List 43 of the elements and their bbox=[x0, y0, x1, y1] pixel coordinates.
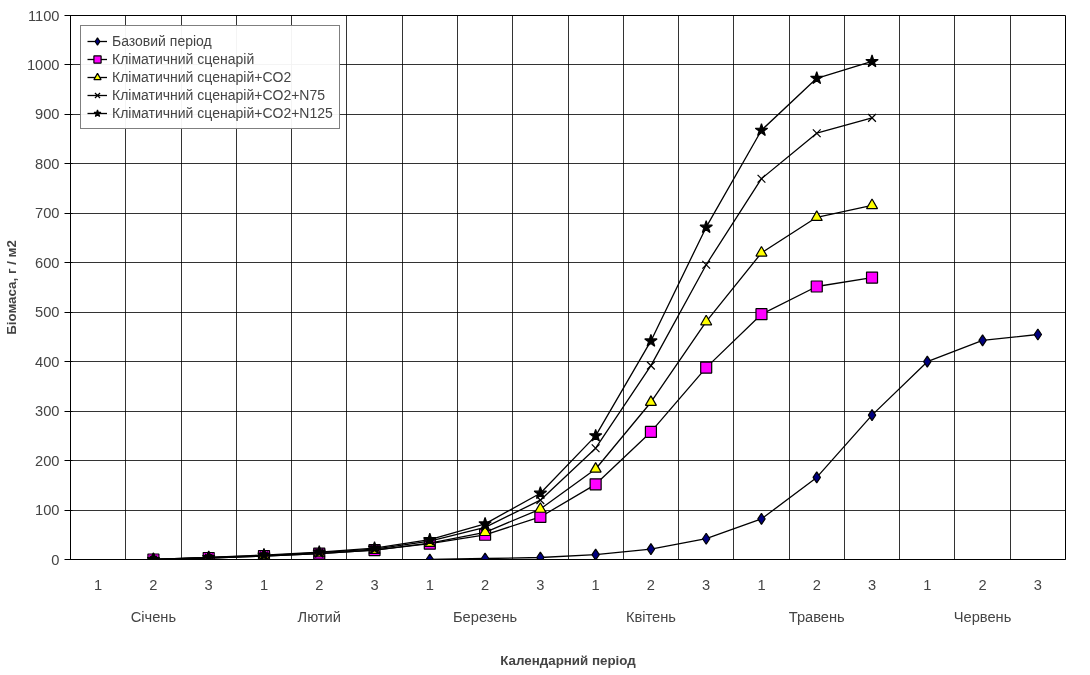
x-tick-label: 1 bbox=[425, 576, 434, 593]
x-tick-label: 2 bbox=[978, 576, 987, 593]
y-tick-label: 500 bbox=[35, 304, 60, 321]
x-tick-label: 1 bbox=[757, 576, 766, 593]
x-tick-label: 1 bbox=[923, 576, 932, 593]
y-tick-label: 400 bbox=[35, 353, 60, 370]
x-tick-label: 1 bbox=[259, 576, 269, 593]
text: Лютий bbox=[297, 608, 341, 625]
x-axis-title: Календарний період bbox=[500, 652, 637, 668]
y-tick-label: 1100 bbox=[27, 7, 60, 24]
x-tick-label: 2 bbox=[481, 576, 490, 593]
y-tick-label: 1000 bbox=[26, 56, 60, 73]
y-tick-label: 0 bbox=[51, 551, 60, 568]
x-tick-label: 3 bbox=[370, 576, 379, 593]
y-tick-label: 300 bbox=[35, 403, 60, 420]
x-tick-label: 2 bbox=[646, 576, 655, 593]
x-tick-label: 2 bbox=[812, 576, 821, 593]
y-tick-label: 200 bbox=[35, 452, 60, 469]
text: Червень bbox=[953, 608, 1012, 625]
text: Березень bbox=[452, 608, 518, 625]
x-tick-label: 3 bbox=[536, 576, 545, 593]
x-tick-label: 3 bbox=[702, 576, 711, 593]
y-tick-label: 600 bbox=[35, 254, 60, 271]
y-tick-label: 900 bbox=[35, 106, 60, 123]
legend-label: Кліматичний сценарій+CO2+N125 bbox=[112, 104, 333, 122]
x-tick-label: 2 bbox=[149, 576, 158, 593]
y-tick-label: 100 bbox=[35, 502, 60, 519]
y-tick-label: 800 bbox=[35, 155, 60, 172]
legend-label: Кліматичний сценарій bbox=[112, 50, 255, 68]
legend-label: Базовий період bbox=[112, 32, 212, 50]
y-tick-label: 700 bbox=[35, 205, 60, 222]
text: Січень bbox=[130, 608, 177, 625]
x-tick-label: 3 bbox=[1033, 576, 1042, 593]
y-axis-title: Біомаса, г / м2 bbox=[3, 240, 19, 335]
text: Квітень bbox=[625, 608, 677, 625]
x-tick-label: 3 bbox=[867, 576, 877, 593]
x-tick-label: 1 bbox=[591, 576, 600, 593]
x-tick-label: 3 bbox=[204, 576, 213, 593]
legend-label: Кліматичний сценарій+CO2+N75 bbox=[112, 86, 326, 104]
text: Травень bbox=[788, 608, 846, 625]
x-tick-label: 2 bbox=[315, 576, 324, 593]
x-tick-label: 1 bbox=[94, 576, 103, 593]
legend-label: Кліматичний сценарій+CO2 bbox=[112, 68, 292, 86]
